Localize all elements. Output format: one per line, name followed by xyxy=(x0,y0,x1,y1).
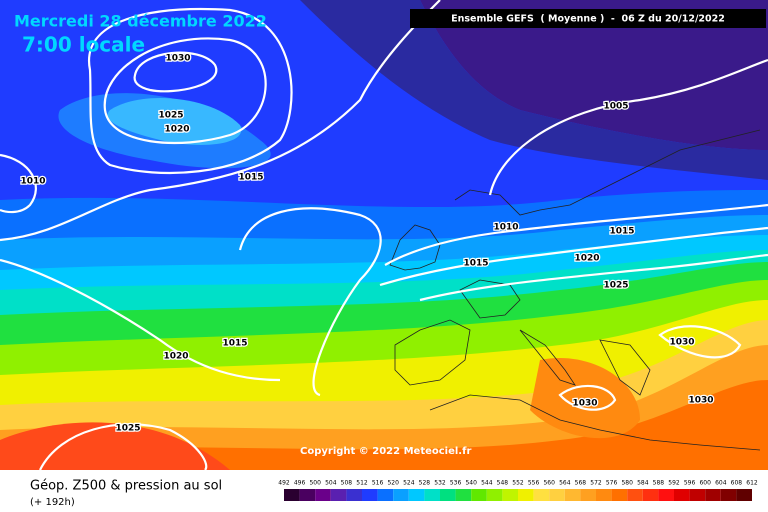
scale-swatch xyxy=(674,489,690,501)
scale-label: 580 xyxy=(621,480,633,487)
isobar-label: 1015 xyxy=(238,173,263,183)
scale-label: 612 xyxy=(746,480,758,487)
scale-label: 504 xyxy=(325,480,337,487)
lead-time: (+ 192h) xyxy=(30,497,75,508)
scale-swatch xyxy=(533,489,550,501)
scale-swatch xyxy=(627,489,643,501)
field-band xyxy=(300,0,768,180)
isobar-label: 1030 xyxy=(165,54,190,64)
scale-swatch xyxy=(502,489,518,501)
forecast-time: 7:00 locale xyxy=(22,33,145,57)
scale-label: 568 xyxy=(575,480,587,487)
isobar-label: 1025 xyxy=(603,281,628,291)
isobar-labels: 1030 1025 1020 1015 1010 1005 1010 1015 1015 1020… xyxy=(19,52,715,435)
scale-label: 492 xyxy=(278,480,290,487)
scale-label: 532 xyxy=(434,480,446,487)
scale-swatch xyxy=(393,489,409,501)
scale-label: 608 xyxy=(731,480,743,487)
scale-swatch xyxy=(736,489,752,501)
field-band xyxy=(420,0,768,150)
isobars xyxy=(0,0,768,411)
scale-swatch xyxy=(564,489,581,501)
run-banner xyxy=(410,9,766,28)
scale-swatch xyxy=(658,489,674,501)
color-scale: 492 496 500 504 508 512 516 520 524 528 532 536 540 5… xyxy=(278,480,758,501)
scale-label: 564 xyxy=(559,480,571,487)
scale-swatch xyxy=(596,489,612,501)
scale-label: 584 xyxy=(637,480,649,487)
scale-label: 588 xyxy=(653,480,665,487)
scale-swatch xyxy=(440,489,456,501)
scale-swatch xyxy=(705,489,721,501)
scale-label: 520 xyxy=(387,480,399,487)
scale-label: 516 xyxy=(372,480,384,487)
field-band xyxy=(530,358,640,439)
scale-label: 508 xyxy=(341,480,353,487)
scale-swatch xyxy=(471,489,487,501)
scale-swatch xyxy=(486,489,503,501)
scale-label: 596 xyxy=(684,480,696,487)
isobar-label: 1020 xyxy=(163,352,188,362)
scale-label: 576 xyxy=(606,480,618,487)
scale-label: 496 xyxy=(294,480,306,487)
scale-swatch xyxy=(642,489,659,501)
isobar-label: 1030 xyxy=(688,396,713,406)
scale-label: 572 xyxy=(590,480,602,487)
scale-label: 528 xyxy=(419,480,431,487)
scale-swatch xyxy=(611,489,628,501)
scale-label: 524 xyxy=(403,480,415,487)
isobar-label: 1010 xyxy=(20,177,45,187)
scale-label: 536 xyxy=(450,480,462,487)
scale-label: 552 xyxy=(512,480,524,487)
footer-title: Géop. Z500 & pression au sol xyxy=(30,479,222,494)
copyright: Copyright © 2022 Meteociel.fr xyxy=(300,446,471,457)
scale-swatch xyxy=(408,489,425,501)
isobar-label: 1010 xyxy=(493,223,518,233)
scale-swatch xyxy=(580,489,596,501)
isobar-label: 1015 xyxy=(222,339,247,349)
scale-swatch xyxy=(689,489,706,501)
field-band xyxy=(107,98,242,145)
scale-swatch xyxy=(720,489,737,501)
scale-swatch xyxy=(362,489,378,501)
scale-swatch xyxy=(377,489,394,501)
isobar-label: 1015 xyxy=(463,259,488,269)
isobar-label: 1030 xyxy=(572,399,597,409)
isobar-label: 1025 xyxy=(158,111,183,121)
scale-swatch xyxy=(284,489,300,501)
scale-label: 512 xyxy=(356,480,368,487)
scale-label: 600 xyxy=(699,480,711,487)
scale-swatch xyxy=(315,489,331,501)
scale-label: 548 xyxy=(497,480,509,487)
isobar-label: 1020 xyxy=(164,125,189,135)
scale-label: 556 xyxy=(528,480,540,487)
scale-label: 544 xyxy=(481,480,493,487)
scale-label: 540 xyxy=(465,480,477,487)
run-info: Ensemble GEFS ( Moyenne ) - 06 Z du 20/1… xyxy=(451,14,725,25)
scale-label: 592 xyxy=(668,480,680,487)
isobar-label: 1025 xyxy=(115,424,140,434)
scale-swatch xyxy=(346,489,362,501)
isobar-label: 1005 xyxy=(603,102,628,112)
isobar-label: 1020 xyxy=(574,254,599,264)
pressure-field xyxy=(0,0,768,470)
scale-swatch xyxy=(518,489,534,501)
isobar-label: 1030 xyxy=(669,338,694,348)
isobar-label: 1015 xyxy=(609,227,634,237)
scale-swatch xyxy=(424,489,440,501)
scale-swatch xyxy=(299,489,316,501)
field-band xyxy=(0,422,230,470)
scale-label: 560 xyxy=(543,480,555,487)
scale-label: 500 xyxy=(309,480,321,487)
scale-swatch xyxy=(549,489,565,501)
scale-label: 604 xyxy=(715,480,727,487)
forecast-date: Mercredi 28 décembre 2022 xyxy=(14,12,267,31)
scale-swatch xyxy=(330,489,347,501)
scale-swatch xyxy=(455,489,472,501)
